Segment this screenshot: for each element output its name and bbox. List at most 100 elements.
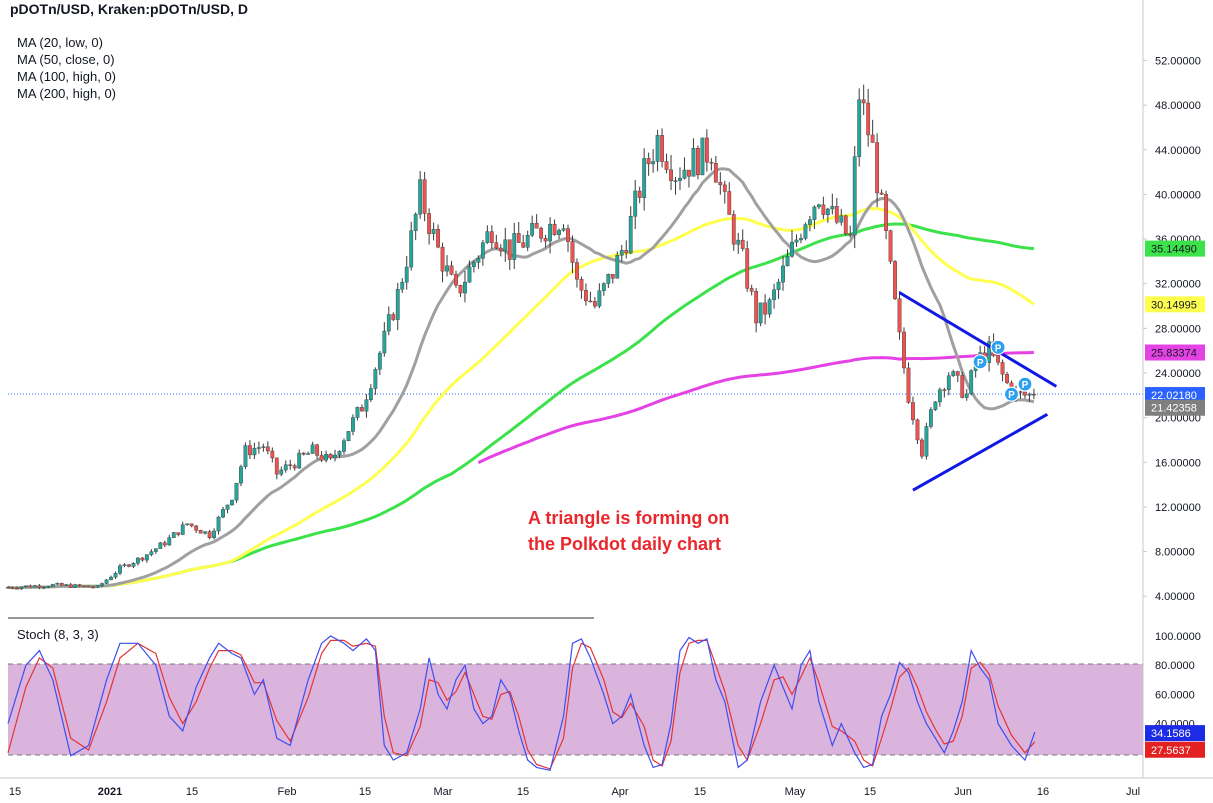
- candle-up[interactable]: [19, 586, 24, 589]
- candle-down[interactable]: [664, 161, 669, 170]
- candle-down[interactable]: [248, 445, 252, 456]
- candle-down[interactable]: [440, 246, 445, 272]
- candle-down[interactable]: [592, 301, 597, 307]
- candle-down[interactable]: [552, 223, 557, 235]
- candle-up[interactable]: [431, 228, 436, 234]
- candle-up[interactable]: [386, 314, 391, 332]
- candle-down[interactable]: [687, 169, 691, 177]
- candle-up[interactable]: [149, 551, 154, 555]
- candle-down[interactable]: [669, 169, 673, 181]
- candle-down[interactable]: [584, 289, 588, 302]
- candle-up[interactable]: [852, 156, 857, 236]
- candle-down[interactable]: [521, 242, 526, 248]
- candle-up[interactable]: [409, 230, 414, 268]
- candle-down[interactable]: [498, 247, 503, 252]
- candle-up[interactable]: [561, 228, 566, 231]
- candle-up[interactable]: [816, 204, 821, 208]
- candle-down[interactable]: [749, 288, 754, 292]
- candle-up[interactable]: [946, 375, 951, 390]
- candle-down[interactable]: [879, 192, 884, 195]
- candle-down[interactable]: [489, 231, 494, 243]
- candle-up[interactable]: [642, 158, 647, 198]
- candle-down[interactable]: [543, 238, 548, 242]
- stoch-d-line[interactable]: [7, 639, 1036, 770]
- candle-down[interactable]: [911, 402, 915, 421]
- candle-up[interactable]: [185, 523, 190, 525]
- candle-down[interactable]: [722, 184, 727, 192]
- candle-up[interactable]: [279, 469, 284, 475]
- candle-down[interactable]: [884, 194, 888, 231]
- candle-up[interactable]: [601, 283, 606, 291]
- candle-down[interactable]: [888, 230, 893, 262]
- candle-up[interactable]: [794, 239, 799, 243]
- candle-down[interactable]: [292, 465, 297, 469]
- candle-down[interactable]: [328, 453, 333, 459]
- candle-down[interactable]: [906, 367, 911, 403]
- candles[interactable]: [6, 84, 1036, 590]
- candle-up[interactable]: [216, 516, 221, 532]
- candle-down[interactable]: [391, 314, 396, 320]
- candle-down[interactable]: [704, 137, 709, 163]
- candle-up[interactable]: [158, 542, 163, 549]
- stoch-k-line[interactable]: [7, 635, 1036, 772]
- candle-down[interactable]: [449, 265, 454, 275]
- candle-down[interactable]: [127, 564, 131, 567]
- candle-up[interactable]: [937, 389, 942, 403]
- candle-up[interactable]: [41, 586, 46, 589]
- candle-down[interactable]: [727, 191, 732, 215]
- candle-up[interactable]: [377, 352, 382, 370]
- ma200-legend[interactable]: MA (200, high, 0): [17, 86, 116, 101]
- candle-up[interactable]: [933, 401, 938, 410]
- candle-down[interactable]: [319, 455, 324, 461]
- candle-down[interactable]: [763, 302, 768, 315]
- candle-down[interactable]: [745, 248, 750, 289]
- candle-down[interactable]: [28, 585, 33, 588]
- candle-down[interactable]: [637, 190, 642, 198]
- candle-up[interactable]: [333, 454, 337, 459]
- triangle-trendlines[interactable]: [898, 291, 1058, 492]
- ma100-line[interactable]: [7, 222, 1035, 590]
- candle-up[interactable]: [104, 579, 109, 584]
- candle-up[interactable]: [633, 190, 638, 217]
- price-axis[interactable]: 4.000008.0000012.0000016.0000020.0000024…: [1143, 56, 1201, 604]
- candle-down[interactable]: [866, 102, 871, 136]
- candle-up[interactable]: [776, 281, 781, 290]
- candle-down[interactable]: [15, 587, 19, 590]
- candle-up[interactable]: [503, 239, 508, 252]
- candle-up[interactable]: [512, 233, 517, 260]
- candle-down[interactable]: [288, 464, 293, 466]
- candle-down[interactable]: [91, 586, 96, 589]
- candle-down[interactable]: [902, 331, 906, 369]
- candle-up[interactable]: [785, 256, 790, 267]
- candle-down[interactable]: [494, 242, 499, 249]
- candle-down[interactable]: [207, 531, 212, 538]
- candle-up[interactable]: [171, 532, 176, 538]
- candle-up[interactable]: [355, 407, 360, 418]
- candle-down[interactable]: [176, 532, 181, 535]
- candle-up[interactable]: [830, 206, 835, 210]
- candle-down[interactable]: [709, 161, 714, 164]
- candle-down[interactable]: [37, 585, 42, 588]
- candle-down[interactable]: [534, 222, 539, 229]
- candle-down[interactable]: [274, 457, 279, 475]
- candle-down[interactable]: [454, 274, 458, 286]
- candle-down[interactable]: [6, 587, 10, 589]
- candle-up[interactable]: [256, 447, 261, 449]
- candle-up[interactable]: [987, 341, 992, 363]
- candle-down[interactable]: [920, 439, 924, 457]
- candle-up[interactable]: [306, 453, 311, 455]
- candle-up[interactable]: [736, 239, 741, 245]
- candle-down[interactable]: [897, 298, 902, 333]
- candle-up[interactable]: [597, 290, 602, 307]
- candle-up[interactable]: [144, 554, 149, 561]
- candle-up[interactable]: [64, 584, 69, 586]
- candle-up[interactable]: [812, 206, 817, 220]
- candle-up[interactable]: [969, 370, 974, 395]
- candle-up[interactable]: [825, 208, 830, 215]
- candle-up[interactable]: [678, 177, 682, 181]
- candle-up[interactable]: [122, 564, 127, 567]
- candle-down[interactable]: [10, 587, 15, 589]
- candle-up[interactable]: [346, 431, 351, 442]
- stoch-pane[interactable]: [7, 635, 1143, 772]
